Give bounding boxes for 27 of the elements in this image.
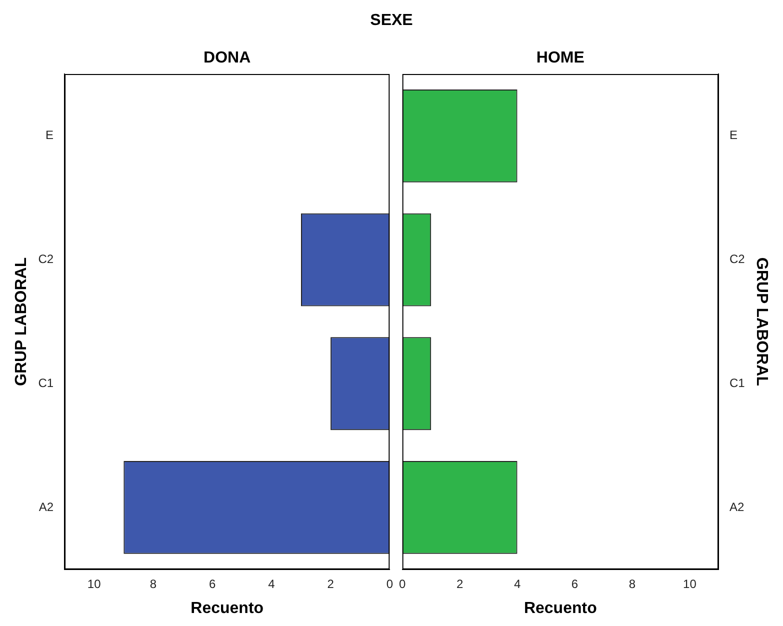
y-tick-label: C1 xyxy=(729,376,746,390)
x-axis-title: Recuento xyxy=(190,600,264,617)
y-tick-label: C2 xyxy=(729,252,746,266)
y-tick-label: C1 xyxy=(38,376,54,390)
y-tick-label: A2 xyxy=(38,500,54,514)
x-tick-label: 6 xyxy=(208,576,216,591)
x-tick-label: 8 xyxy=(150,576,157,591)
y-tick-label: A2 xyxy=(729,500,744,514)
chart-subtitle: DONA xyxy=(204,49,252,66)
x-tick-label: 6 xyxy=(571,576,578,591)
y-tick-label: E xyxy=(46,128,54,142)
y-axis-title: GRUP LABORAL xyxy=(752,257,770,386)
x-tick-label: 2 xyxy=(456,576,464,591)
x-tick-label: 4 xyxy=(514,576,521,591)
x-tick-label: 10 xyxy=(87,576,102,591)
x-tick-label: 0 xyxy=(386,576,394,591)
x-tick-label: 2 xyxy=(327,576,334,591)
x-tick-label: 0 xyxy=(398,576,406,591)
y-tick-label: E xyxy=(729,128,738,142)
y-tick-label: C2 xyxy=(38,252,54,266)
y-axis-title: GRUP LABORAL xyxy=(13,257,30,386)
x-tick-label: 4 xyxy=(268,576,276,591)
x-tick-label: 8 xyxy=(628,576,636,591)
x-tick-label: 10 xyxy=(683,576,697,591)
x-axis-title: Recuento xyxy=(524,600,598,617)
chart-title: SEXE xyxy=(369,12,414,30)
chart-subtitle: HOME xyxy=(536,49,585,66)
